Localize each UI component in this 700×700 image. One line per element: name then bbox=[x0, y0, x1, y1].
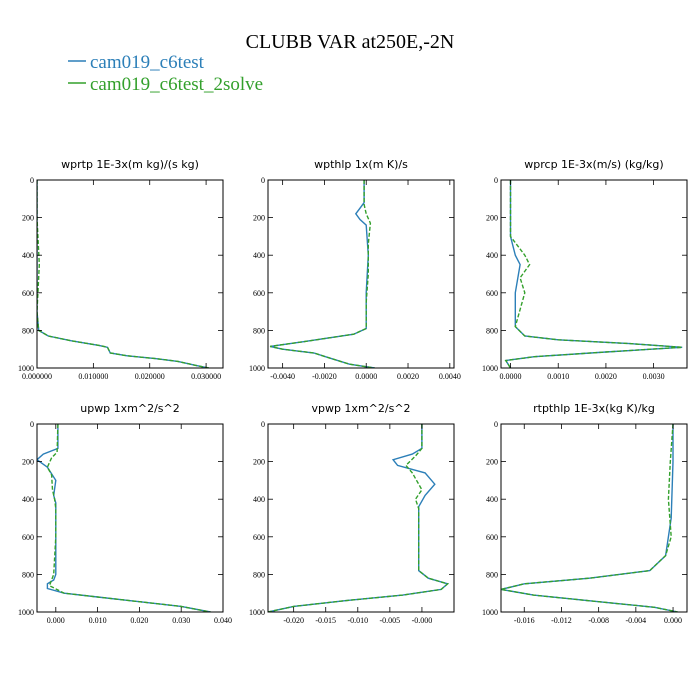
panel-title: upwp 1xm^2/s^2 bbox=[80, 402, 180, 415]
x-tick-label: 0.040 bbox=[214, 616, 232, 625]
series-line-2 bbox=[37, 180, 210, 368]
x-tick-label: -0.008 bbox=[588, 616, 609, 625]
y-tick-label: 0 bbox=[261, 420, 265, 429]
y-tick-label: 0 bbox=[30, 176, 34, 185]
x-tick-label: 0.0040 bbox=[439, 372, 461, 381]
x-tick-label: -0.000 bbox=[412, 616, 433, 625]
y-tick-label: 800 bbox=[22, 570, 34, 579]
x-tick-label: 0.030000 bbox=[191, 372, 221, 381]
y-tick-label: 400 bbox=[253, 251, 265, 260]
x-tick-label: -0.016 bbox=[514, 616, 535, 625]
y-tick-label: 600 bbox=[22, 289, 34, 298]
y-tick-label: 800 bbox=[22, 326, 34, 335]
panel-5: vpwp 1xm^2/s^2 0 200 400 600 800 1000 -0.020 -0.… bbox=[249, 402, 455, 625]
x-tick-label: -0.010 bbox=[347, 616, 368, 625]
x-tick-label: 0.0000 bbox=[355, 372, 377, 381]
plot-frame bbox=[267, 423, 455, 613]
series-line-2 bbox=[501, 424, 678, 612]
x-tick-label: -0.020 bbox=[283, 616, 304, 625]
panel-title: wprtp 1E-3x(m kg)/(s kg) bbox=[61, 158, 199, 171]
plot-frame bbox=[500, 423, 688, 613]
series-line-2 bbox=[269, 180, 375, 368]
y-tick-label: 600 bbox=[486, 533, 498, 542]
x-tick-label: 0.010000 bbox=[78, 372, 108, 381]
x-tick-label: 0.010 bbox=[89, 616, 107, 625]
x-tick-label: -0.005 bbox=[380, 616, 401, 625]
plot-frame bbox=[36, 179, 224, 369]
y-tick-label: 0 bbox=[494, 420, 498, 429]
y-tick-label: 0 bbox=[494, 176, 498, 185]
figure-title: CLUBB VAR at250E,-2N bbox=[246, 31, 455, 53]
x-tick-label: 0.020 bbox=[130, 616, 148, 625]
y-tick-label: 200 bbox=[22, 458, 34, 467]
panels: wprtp 1E-3x(m kg)/(s kg) 0 200 400 600 800 100… bbox=[18, 158, 688, 625]
x-tick-label: 0.0000 bbox=[500, 372, 522, 381]
y-tick-label: 200 bbox=[253, 458, 265, 467]
y-tick-label: 1000 bbox=[482, 364, 498, 373]
y-tick-label: 1000 bbox=[249, 364, 265, 373]
panel-3: wprcp 1E-3x(m/s) (kg/kg) 0 200 400 600 800 100… bbox=[482, 158, 688, 381]
y-tick-label: 400 bbox=[22, 495, 34, 504]
series-line-2 bbox=[268, 424, 450, 612]
y-tick-label: 1000 bbox=[18, 364, 34, 373]
y-tick-label: 400 bbox=[22, 251, 34, 260]
panel-2: wpthlp 1x(m K)/s 0 200 400 600 800 1000 -0.0040… bbox=[249, 158, 461, 381]
y-tick-label: 800 bbox=[253, 570, 265, 579]
y-tick-label: 800 bbox=[253, 326, 265, 335]
y-tick-label: 400 bbox=[486, 251, 498, 260]
x-tick-label: 0.000000 bbox=[22, 372, 52, 381]
y-tick-label: 200 bbox=[486, 458, 498, 467]
y-tick-label: 0 bbox=[261, 176, 265, 185]
x-tick-label: 0.000 bbox=[47, 616, 65, 625]
x-tick-label: 0.030 bbox=[172, 616, 190, 625]
x-tick-label: -0.015 bbox=[315, 616, 336, 625]
panel-title: vpwp 1xm^2/s^2 bbox=[311, 402, 410, 415]
x-tick-label: -0.0040 bbox=[270, 372, 295, 381]
y-tick-label: 400 bbox=[486, 495, 498, 504]
x-tick-label: -0.004 bbox=[626, 616, 647, 625]
plot-frame bbox=[500, 179, 688, 369]
x-tick-label: 0.0020 bbox=[397, 372, 419, 381]
x-tick-label: -0.012 bbox=[551, 616, 572, 625]
panel-title: wprcp 1E-3x(m/s) (kg/kg) bbox=[524, 158, 663, 171]
panel-6: rtpthlp 1E-3x(kg K)/kg 0 200 400 600 800 1000 -… bbox=[482, 402, 688, 625]
y-tick-label: 200 bbox=[22, 214, 34, 223]
y-tick-label: 200 bbox=[253, 214, 265, 223]
x-tick-label: 0.0010 bbox=[547, 372, 569, 381]
series-line-2 bbox=[46, 424, 211, 612]
panel-4: upwp 1xm^2/s^2 0 200 400 600 800 1000 0.000 0.01… bbox=[18, 402, 232, 625]
y-tick-label: 800 bbox=[486, 570, 498, 579]
x-tick-label: 0.0030 bbox=[643, 372, 665, 381]
plot-frame bbox=[36, 423, 224, 613]
panel-title: wpthlp 1x(m K)/s bbox=[314, 158, 408, 171]
legend: cam019_c6test cam019_c6test_2solve bbox=[68, 52, 263, 95]
y-tick-label: 600 bbox=[253, 533, 265, 542]
x-tick-label: 0.0020 bbox=[595, 372, 617, 381]
y-tick-label: 200 bbox=[486, 214, 498, 223]
series-line-2 bbox=[504, 180, 683, 368]
x-tick-label: 0.000 bbox=[664, 616, 682, 625]
x-tick-label: -0.0020 bbox=[312, 372, 337, 381]
y-tick-label: 1000 bbox=[482, 608, 498, 617]
y-tick-label: 600 bbox=[253, 289, 265, 298]
y-tick-label: 800 bbox=[486, 326, 498, 335]
panel-title: rtpthlp 1E-3x(kg K)/kg bbox=[533, 402, 655, 415]
y-tick-label: 600 bbox=[486, 289, 498, 298]
plot-frame bbox=[267, 179, 455, 369]
legend-label-series-2: cam019_c6test_2solve bbox=[90, 74, 263, 95]
y-tick-label: 600 bbox=[22, 533, 34, 542]
y-tick-label: 400 bbox=[253, 495, 265, 504]
legend-label-series-1: cam019_c6test bbox=[90, 52, 205, 73]
panel-1: wprtp 1E-3x(m kg)/(s kg) 0 200 400 600 800 100… bbox=[18, 158, 224, 381]
y-tick-label: 0 bbox=[30, 420, 34, 429]
y-tick-label: 1000 bbox=[249, 608, 265, 617]
y-tick-label: 1000 bbox=[18, 608, 34, 617]
x-tick-label: 0.020000 bbox=[135, 372, 165, 381]
